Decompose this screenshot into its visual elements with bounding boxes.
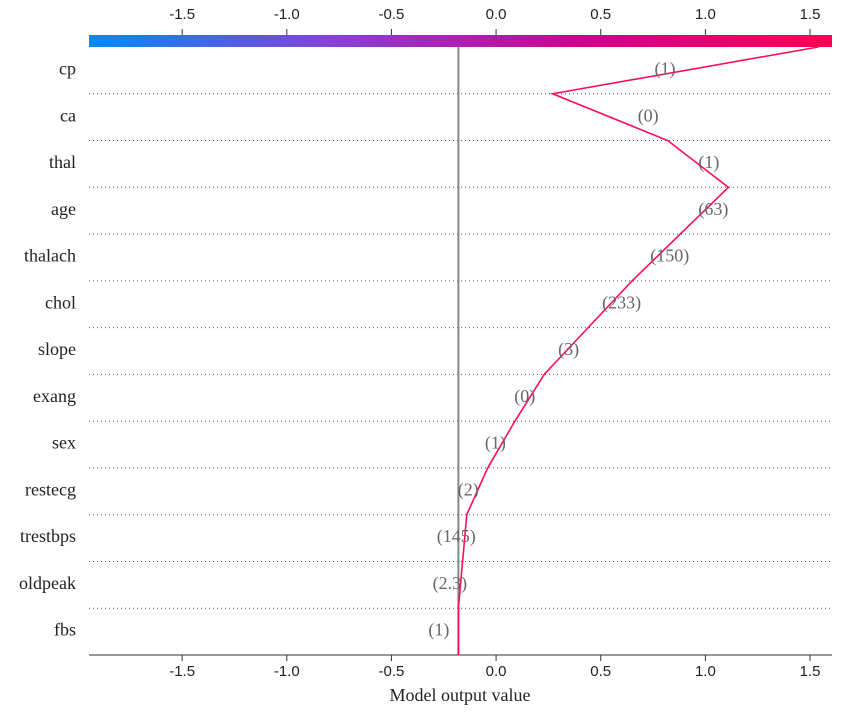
top-tick-label: -1.0: [274, 6, 300, 23]
feature-value-label: (233): [602, 292, 641, 313]
top-tick-label: 1.0: [695, 6, 716, 23]
feature-name: slope: [38, 339, 76, 359]
feature-value-label: (3): [558, 339, 579, 360]
feature-name: age: [51, 199, 76, 219]
colorbar: [89, 35, 832, 47]
top-tick-label: -0.5: [379, 6, 405, 23]
feature-value-label: (1): [654, 59, 675, 80]
feature-name: exang: [33, 386, 76, 406]
feature-name: sex: [52, 433, 76, 453]
feature-value-label: (1): [485, 433, 506, 454]
x-tick-label: -1.0: [274, 663, 300, 680]
feature-value-label: (1): [698, 152, 719, 173]
feature-name: oldpeak: [19, 573, 76, 593]
feature-value-label: (145): [437, 526, 476, 547]
x-tick-label: -1.5: [169, 663, 195, 680]
feature-name: thalach: [24, 246, 76, 266]
top-tick-label: 1.5: [800, 6, 821, 23]
x-tick-label: 0.5: [590, 663, 611, 680]
top-tick-label: 0.0: [486, 6, 507, 23]
feature-name: trestbps: [20, 526, 76, 546]
x-tick-label: 1.0: [695, 663, 716, 680]
feature-name: ca: [60, 105, 76, 125]
x-tick-label: 1.5: [800, 663, 821, 680]
x-tick-label: -0.5: [379, 663, 405, 680]
feature-name: restecg: [25, 479, 76, 499]
feature-value-label: (1): [428, 620, 449, 641]
feature-value-label: (2): [458, 479, 479, 500]
feature-name: fbs: [54, 620, 76, 640]
feature-value-label: (150): [650, 246, 689, 267]
x-tick-label: 0.0: [486, 663, 507, 680]
feature-value-label: (0): [514, 386, 535, 407]
decision-line: [457, 46, 819, 655]
feature-name: cp: [59, 59, 76, 79]
feature-name: thal: [49, 152, 76, 172]
top-tick-label: -1.5: [169, 6, 195, 23]
x-axis-label: Model output value: [390, 685, 531, 705]
feature-value-label: (2.3): [433, 573, 468, 594]
feature-name: chol: [45, 292, 76, 312]
feature-value-label: (0): [638, 105, 659, 126]
feature-value-label: (63): [698, 199, 728, 220]
top-tick-label: 0.5: [590, 6, 611, 23]
